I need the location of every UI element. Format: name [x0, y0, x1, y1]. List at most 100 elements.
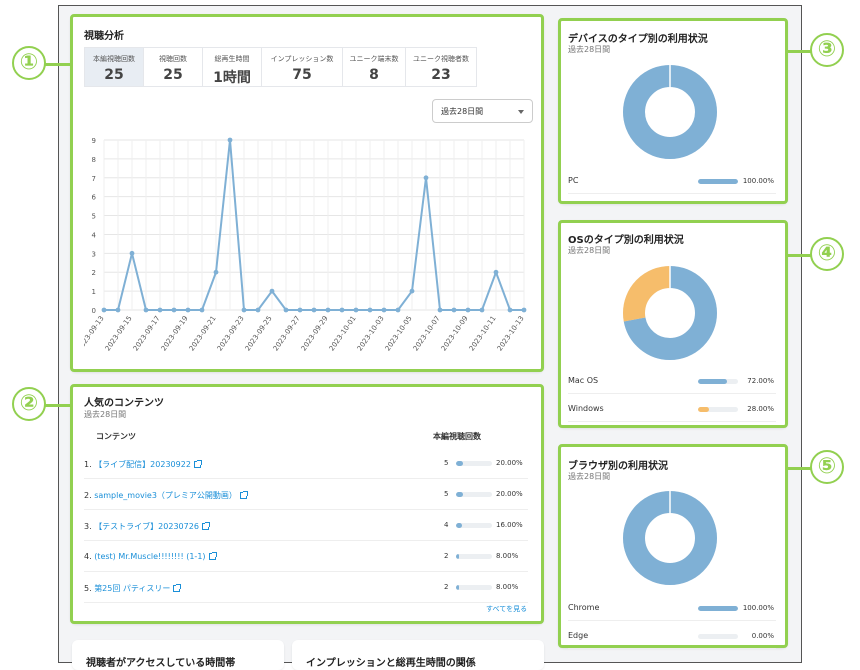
- legend-label: Windows: [568, 404, 604, 413]
- y-tick-label: 2: [92, 269, 96, 277]
- popular-content-period: 過去28日間: [84, 410, 127, 419]
- data-point: [283, 307, 289, 313]
- rank-number: 5.: [84, 584, 92, 593]
- content-title-link[interactable]: 1. 【ライブ配信】20230922: [84, 459, 202, 470]
- y-tick-label: 3: [92, 250, 96, 258]
- column-header-main-views: 本編視聴回数: [433, 432, 481, 441]
- browser-usage-card: [558, 444, 788, 648]
- browser-donut-chart: [623, 491, 717, 585]
- view-count: 5: [444, 459, 449, 467]
- callout-number-3: ③: [810, 33, 844, 67]
- data-point: [465, 307, 471, 313]
- rank-number: 2.: [84, 491, 92, 500]
- legend-percentage: 0.00%: [751, 632, 774, 640]
- legend-bar-fill: [698, 379, 727, 384]
- external-link-icon: [239, 491, 248, 499]
- os-donut-chart: [623, 266, 717, 360]
- device-usage-title: デバイスのタイプ別の利用状況: [568, 34, 708, 45]
- legend-row: Mac OS 72.00%: [568, 370, 776, 394]
- ratio-bar: [456, 585, 492, 590]
- metric-value: 75: [292, 67, 312, 83]
- data-point: [437, 307, 443, 313]
- highlight-box-3: [558, 18, 788, 204]
- data-point: [409, 288, 415, 294]
- impression-playtime-title: インプレッションと総再生時間の関係: [306, 658, 476, 669]
- data-point: [507, 307, 513, 313]
- rank-number: 4.: [84, 552, 92, 561]
- table-row: 3. 【テストライブ】20230726 4 16.00%: [84, 511, 528, 541]
- table-row: 5. 第25回 パティスリー 2 8.00%: [84, 573, 528, 603]
- views-line-chart: 01234567892023-09-132023-09-152023-09-17…: [84, 137, 527, 352]
- external-link-icon: [173, 584, 182, 592]
- content-title-link[interactable]: 2. sample_movie3（プレミア公開動画）: [84, 490, 248, 501]
- data-point: [101, 307, 107, 313]
- ratio-bar-fill: [456, 492, 464, 497]
- content-title-link[interactable]: 5. 第25回 パティスリー: [84, 583, 182, 594]
- callout-number-2: ②: [12, 387, 46, 421]
- metric-tab-total-playtime[interactable]: 総再生時間 1時間: [202, 47, 262, 87]
- metric-tab-unique-viewers[interactable]: ユニーク視聴者数 23: [405, 47, 477, 87]
- period-select-value: 過去28日間: [441, 107, 484, 116]
- data-point: [367, 307, 373, 313]
- browser-usage-period: 過去28日間: [568, 472, 611, 481]
- content-title: 第25回 パティスリー: [94, 584, 171, 593]
- data-point: [297, 307, 303, 313]
- table-row: 4. (test) Mr.Muscle!!!!!!!! (1-1) 2 8.00%: [84, 542, 528, 572]
- access-time-card: [72, 640, 284, 670]
- y-tick-label: 5: [92, 213, 96, 221]
- data-point: [493, 269, 499, 275]
- os-usage-period: 過去28日間: [568, 246, 611, 255]
- data-point: [241, 307, 247, 313]
- y-tick-label: 8: [92, 156, 96, 164]
- data-point: [353, 307, 359, 313]
- y-tick-label: 0: [92, 307, 96, 315]
- metric-value: 1時間: [213, 70, 251, 86]
- content-title: (test) Mr.Muscle!!!!!!!! (1-1): [94, 552, 206, 561]
- data-point: [115, 307, 121, 313]
- popular-content-title: 人気のコンテンツ: [84, 398, 164, 409]
- legend-bar: [698, 179, 738, 184]
- data-point: [227, 137, 233, 143]
- data-point: [269, 288, 275, 294]
- y-tick-label: 6: [92, 194, 97, 202]
- ratio-bar: [456, 492, 492, 497]
- metric-tab-unique-devices[interactable]: ユニーク端末数 8: [342, 47, 406, 87]
- callout-connector-3: [788, 50, 812, 53]
- external-link-icon: [193, 460, 202, 468]
- metric-value: 23: [431, 67, 451, 83]
- view-count: 5: [444, 490, 449, 498]
- legend-percentage: 28.00%: [747, 405, 774, 413]
- content-title: 【テストライブ】20230726: [94, 522, 199, 531]
- metric-value: 8: [369, 67, 379, 83]
- ratio-bar: [456, 461, 492, 466]
- content-title: 【ライブ配信】20230922: [94, 460, 191, 469]
- see-all-link[interactable]: すべてを見る: [486, 605, 528, 613]
- view-percentage: 20.00%: [496, 490, 523, 498]
- legend-row: Windows 28.00%: [568, 398, 776, 422]
- ratio-bar-fill: [456, 461, 464, 466]
- metric-label: インプレッション数: [270, 55, 334, 63]
- metric-tabs: 本編視聴回数 25 視聴回数 25 総再生時間 1時間 インプレッション数 75…: [84, 47, 477, 87]
- highlight-box-4: [558, 220, 788, 428]
- legend-percentage: 72.00%: [747, 377, 774, 385]
- y-tick-label: 4: [92, 231, 97, 239]
- content-title-link[interactable]: 4. (test) Mr.Muscle!!!!!!!! (1-1): [84, 552, 217, 561]
- device-usage-period: 過去28日間: [568, 45, 611, 54]
- highlight-box-2: [70, 384, 544, 624]
- view-percentage: 16.00%: [496, 521, 523, 529]
- data-point: [521, 307, 527, 313]
- callout-number-4: ④: [810, 237, 844, 271]
- data-point: [381, 307, 387, 313]
- ratio-bar-fill: [456, 585, 459, 590]
- ratio-bar-fill: [456, 523, 462, 528]
- data-point: [213, 269, 219, 275]
- data-point: [143, 307, 149, 313]
- period-select[interactable]: 過去28日間: [432, 99, 533, 123]
- ratio-bar: [456, 554, 492, 559]
- callout-connector-2: [44, 404, 72, 407]
- legend-label: Edge: [568, 631, 589, 640]
- device-usage-card: [558, 18, 788, 204]
- data-point: [395, 307, 401, 313]
- content-title-link[interactable]: 3. 【テストライブ】20230726: [84, 521, 210, 532]
- legend-row: PC 100.00%: [568, 170, 776, 194]
